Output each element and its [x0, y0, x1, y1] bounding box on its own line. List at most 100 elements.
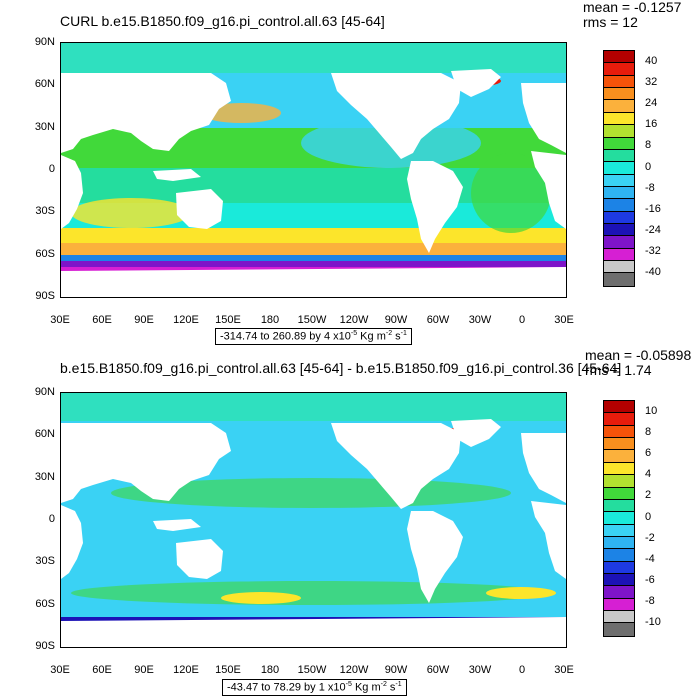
colorbar-tick-label: 0: [645, 510, 652, 523]
eurasia-land: [61, 73, 231, 153]
x-tick-label: 60E: [92, 314, 112, 326]
x-tick-label: 30E: [50, 664, 70, 676]
colorbar-tick-label: -4: [645, 552, 655, 565]
colorbar-cell: [604, 623, 634, 636]
antarctica-land: [61, 267, 566, 297]
greenland-land: [451, 419, 501, 447]
x-tick-label: 90W: [384, 664, 408, 676]
x-tick-label: 60W: [426, 314, 450, 326]
map-plot: [60, 392, 567, 648]
range-text: -43.47 to 78.29 by 1 x10: [227, 681, 346, 694]
mean-label: mean = -0.05898: [585, 347, 692, 363]
colorbar-cell: [604, 174, 634, 187]
indian-yellow-patch: [71, 198, 191, 228]
map-field: [61, 393, 566, 647]
europe-land: [521, 433, 566, 503]
x-tick-label: 90E: [134, 664, 154, 676]
colorbar-tick-label: 10: [645, 405, 658, 418]
colorbar-tick-label: 8: [645, 426, 652, 439]
colorbar-cell: [604, 450, 634, 463]
colorbar-tick-label: -16: [645, 202, 661, 215]
colorbar-cell: [604, 574, 634, 587]
x-tick-label: 0: [518, 664, 526, 676]
colorbar-cell: [604, 248, 634, 262]
y-tick-label: 60N: [34, 78, 55, 90]
range-exp: -1: [395, 681, 402, 688]
ocean-band-acc: [61, 255, 566, 263]
africa-land: [61, 155, 83, 229]
colorbar-tick-label: -8: [645, 594, 655, 607]
x-tick-label: 30E: [50, 314, 70, 326]
range-unit: Kg m: [351, 681, 381, 694]
y-tick-label: 30N: [34, 121, 55, 133]
x-tick-label: 180: [260, 314, 280, 326]
north-america-land: [331, 73, 461, 159]
europe-land: [521, 83, 566, 153]
range-exp: -5: [350, 330, 358, 337]
x-tick-label: 180: [260, 664, 280, 676]
y-tick-label: 0: [48, 513, 55, 525]
colorbar-cell: [604, 524, 634, 537]
colorbar-tick-label: 16: [645, 118, 658, 131]
indonesia-land: [153, 169, 201, 181]
colorbar-cell: [604, 100, 634, 113]
colorbar-cell: [604, 137, 634, 150]
north-america-land: [331, 423, 461, 509]
y-tick-label: 60S: [35, 248, 55, 260]
atlantic-green-patch: [471, 153, 551, 233]
land-masses: [61, 419, 566, 647]
rms-label: rms = 1.74: [585, 362, 652, 378]
range-exp: -2: [380, 681, 387, 688]
australia-land: [176, 189, 223, 229]
map-field: [61, 43, 566, 297]
y-tick-label: 90S: [35, 290, 55, 302]
ocean-band-southern-2: [61, 243, 566, 255]
arctic-ocean: [61, 393, 566, 421]
x-tick-label: 90W: [384, 314, 408, 326]
africa-west-land: [531, 501, 566, 579]
mean-label: mean = -0.1257: [583, 0, 682, 15]
x-tick-label: 0: [518, 314, 526, 326]
colorbar-cell: [604, 598, 634, 612]
colorbar-cell: [604, 438, 634, 451]
antarctica-land: [61, 617, 566, 647]
colorbar-cell: [604, 63, 634, 76]
y-tick-label: 0: [48, 163, 55, 175]
colorbar-tick-label: 24: [645, 97, 658, 110]
contour-range-label: -314.74 to 260.89 by 4 x10-5 Kg m-2 s-1: [215, 328, 412, 345]
difference-panel: b.e15.B1850.f09_g16.pi_control.all.63 [4…: [0, 345, 700, 700]
colorbar-cell: [604, 236, 634, 249]
south-yellow-patch: [221, 592, 301, 604]
kuroshio-patch: [201, 103, 281, 123]
x-tick-label: 90E: [134, 314, 154, 326]
x-tick-label: 30E: [554, 664, 574, 676]
colorbar-cell: [604, 536, 634, 550]
colorbar-tick-label: 2: [645, 489, 652, 502]
colorbar-cell: [604, 462, 634, 476]
colorbar-cell: [604, 162, 634, 175]
range-text: -314.74 to 260.89 by 4 x10: [220, 330, 351, 343]
y-tick-label: 30S: [35, 555, 55, 567]
colorbar-cell: [604, 561, 634, 575]
colorbar-cell: [604, 413, 634, 426]
colorbar-cell: [604, 224, 634, 237]
colorbar-tick-label: 8: [645, 139, 652, 152]
colorbar-cell: [604, 401, 634, 414]
africa-west-land: [531, 151, 566, 229]
colorbar-cell: [604, 487, 634, 500]
contour-range-label: -43.47 to 78.29 by 1 x10-5 Kg m-2 s-1: [222, 679, 407, 696]
y-tick-label: 30S: [35, 205, 55, 217]
colorbar-cell: [604, 611, 634, 624]
greenland-land: [451, 69, 501, 97]
x-tick-label: 120W: [339, 314, 369, 326]
colorbar-cell: [604, 51, 634, 64]
atlantic-yellow-patch: [486, 587, 556, 599]
colorbar-cell: [604, 112, 634, 126]
x-tick-label: 120E: [173, 314, 199, 326]
x-tick-label: 30W: [468, 314, 492, 326]
x-tick-label: 30E: [554, 314, 574, 326]
colorbar-cell: [604, 88, 634, 101]
colorbar-tick-label: 4: [645, 468, 652, 481]
y-tick-label: 90N: [34, 36, 55, 48]
south-america-land: [407, 161, 463, 253]
